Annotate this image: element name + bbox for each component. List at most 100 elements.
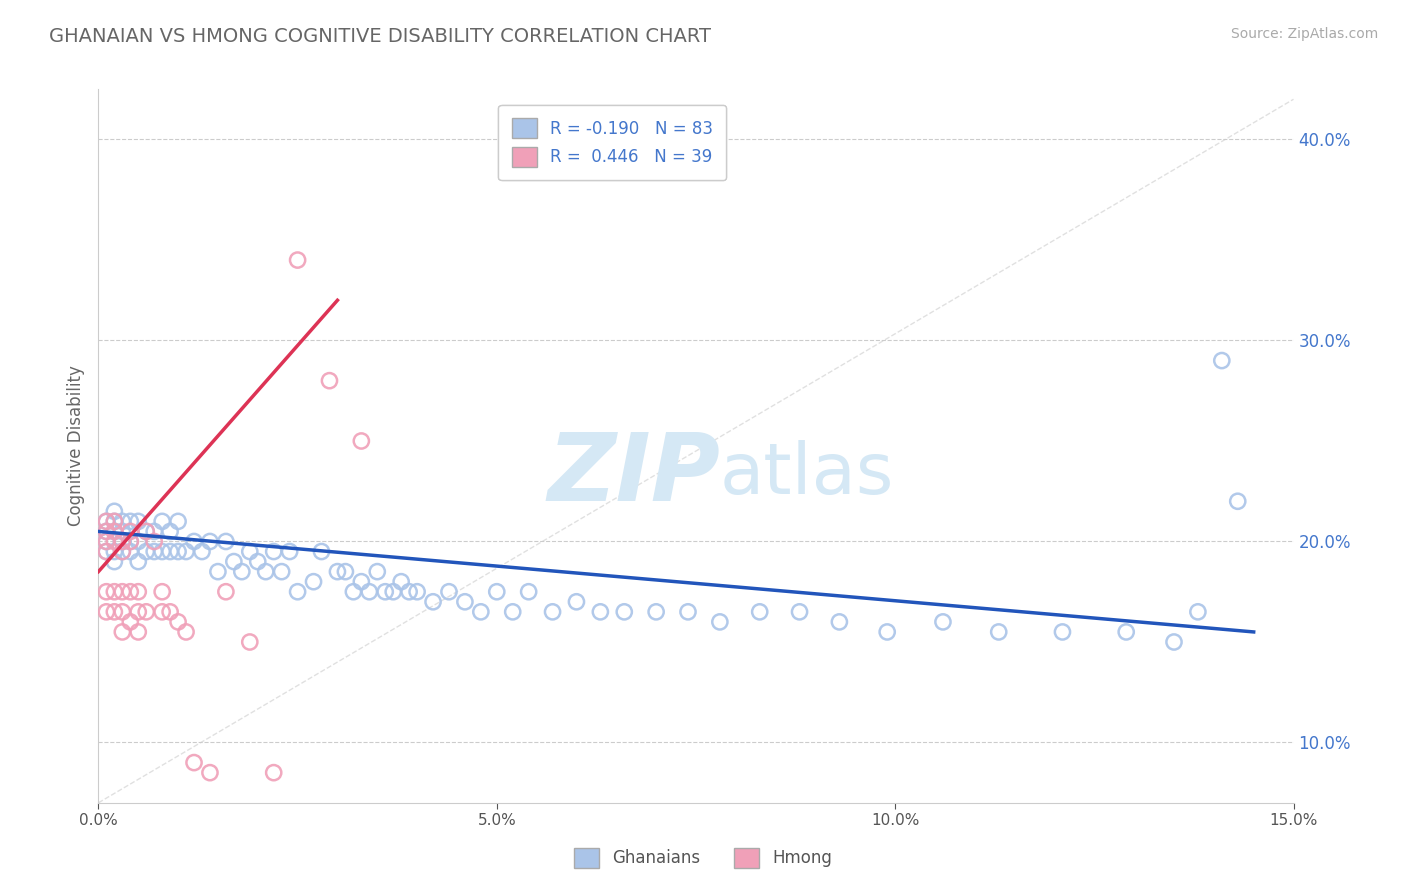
- Point: [932, 615, 955, 629]
- Point: [143, 544, 166, 558]
- Point: [103, 605, 125, 619]
- Point: [96, 515, 118, 529]
- Point: [135, 544, 157, 558]
- Point: [287, 253, 309, 268]
- Point: [96, 515, 118, 529]
- Point: [207, 565, 229, 579]
- Point: [111, 534, 134, 549]
- Point: [263, 765, 285, 780]
- Point: [120, 544, 142, 558]
- Point: [326, 565, 349, 579]
- Point: [103, 524, 125, 539]
- Point: [270, 565, 292, 579]
- Point: [748, 605, 770, 619]
- Text: Source: ZipAtlas.com: Source: ZipAtlas.com: [1230, 27, 1378, 41]
- Point: [103, 515, 125, 529]
- Point: [120, 615, 142, 629]
- Point: [183, 756, 205, 770]
- Point: [135, 524, 157, 539]
- Point: [150, 605, 173, 619]
- Point: [215, 584, 238, 599]
- Point: [517, 584, 540, 599]
- Point: [589, 605, 612, 619]
- Point: [127, 515, 149, 529]
- Point: [311, 544, 333, 558]
- Point: [709, 615, 731, 629]
- Point: [111, 544, 134, 558]
- Point: [103, 555, 125, 569]
- Point: [111, 605, 134, 619]
- Point: [454, 595, 477, 609]
- Point: [111, 534, 134, 549]
- Point: [302, 574, 325, 589]
- Point: [96, 524, 118, 539]
- Point: [127, 605, 149, 619]
- Text: atlas: atlas: [720, 440, 894, 509]
- Point: [1163, 635, 1185, 649]
- Point: [263, 544, 285, 558]
- Point: [96, 524, 118, 539]
- Point: [541, 605, 564, 619]
- Legend: Ghanaians, Hmong: Ghanaians, Hmong: [568, 841, 838, 875]
- Point: [1115, 624, 1137, 639]
- Point: [103, 515, 125, 529]
- Point: [191, 544, 214, 558]
- Point: [876, 624, 898, 639]
- Point: [645, 605, 668, 619]
- Point: [987, 624, 1010, 639]
- Point: [398, 584, 420, 599]
- Point: [239, 544, 262, 558]
- Point: [389, 574, 412, 589]
- Point: [120, 515, 142, 529]
- Point: [127, 584, 149, 599]
- Point: [215, 534, 238, 549]
- Point: [127, 555, 149, 569]
- Point: [1052, 624, 1074, 639]
- Point: [198, 765, 221, 780]
- Point: [287, 584, 309, 599]
- Point: [96, 544, 118, 558]
- Point: [120, 524, 142, 539]
- Point: [470, 605, 492, 619]
- Point: [174, 544, 197, 558]
- Point: [150, 584, 173, 599]
- Point: [127, 534, 149, 549]
- Point: [167, 615, 190, 629]
- Point: [96, 605, 118, 619]
- Point: [828, 615, 851, 629]
- Point: [231, 565, 253, 579]
- Point: [111, 524, 134, 539]
- Point: [565, 595, 588, 609]
- Point: [485, 584, 508, 599]
- Point: [359, 584, 381, 599]
- Point: [103, 584, 125, 599]
- Point: [278, 544, 301, 558]
- Y-axis label: Cognitive Disability: Cognitive Disability: [66, 366, 84, 526]
- Point: [96, 584, 118, 599]
- Point: [789, 605, 811, 619]
- Point: [335, 565, 357, 579]
- Point: [1211, 353, 1233, 368]
- Point: [103, 524, 125, 539]
- Point: [150, 544, 173, 558]
- Point: [1226, 494, 1249, 508]
- Point: [167, 515, 190, 529]
- Point: [350, 434, 373, 448]
- Point: [159, 544, 181, 558]
- Point: [422, 595, 444, 609]
- Point: [676, 605, 699, 619]
- Point: [103, 544, 125, 558]
- Point: [135, 524, 157, 539]
- Point: [318, 374, 340, 388]
- Point: [143, 534, 166, 549]
- Point: [103, 534, 125, 549]
- Point: [342, 584, 364, 599]
- Point: [382, 584, 405, 599]
- Point: [96, 534, 118, 549]
- Point: [96, 544, 118, 558]
- Text: ZIP: ZIP: [547, 428, 720, 521]
- Point: [111, 544, 134, 558]
- Point: [1187, 605, 1209, 619]
- Point: [613, 605, 636, 619]
- Point: [103, 504, 125, 518]
